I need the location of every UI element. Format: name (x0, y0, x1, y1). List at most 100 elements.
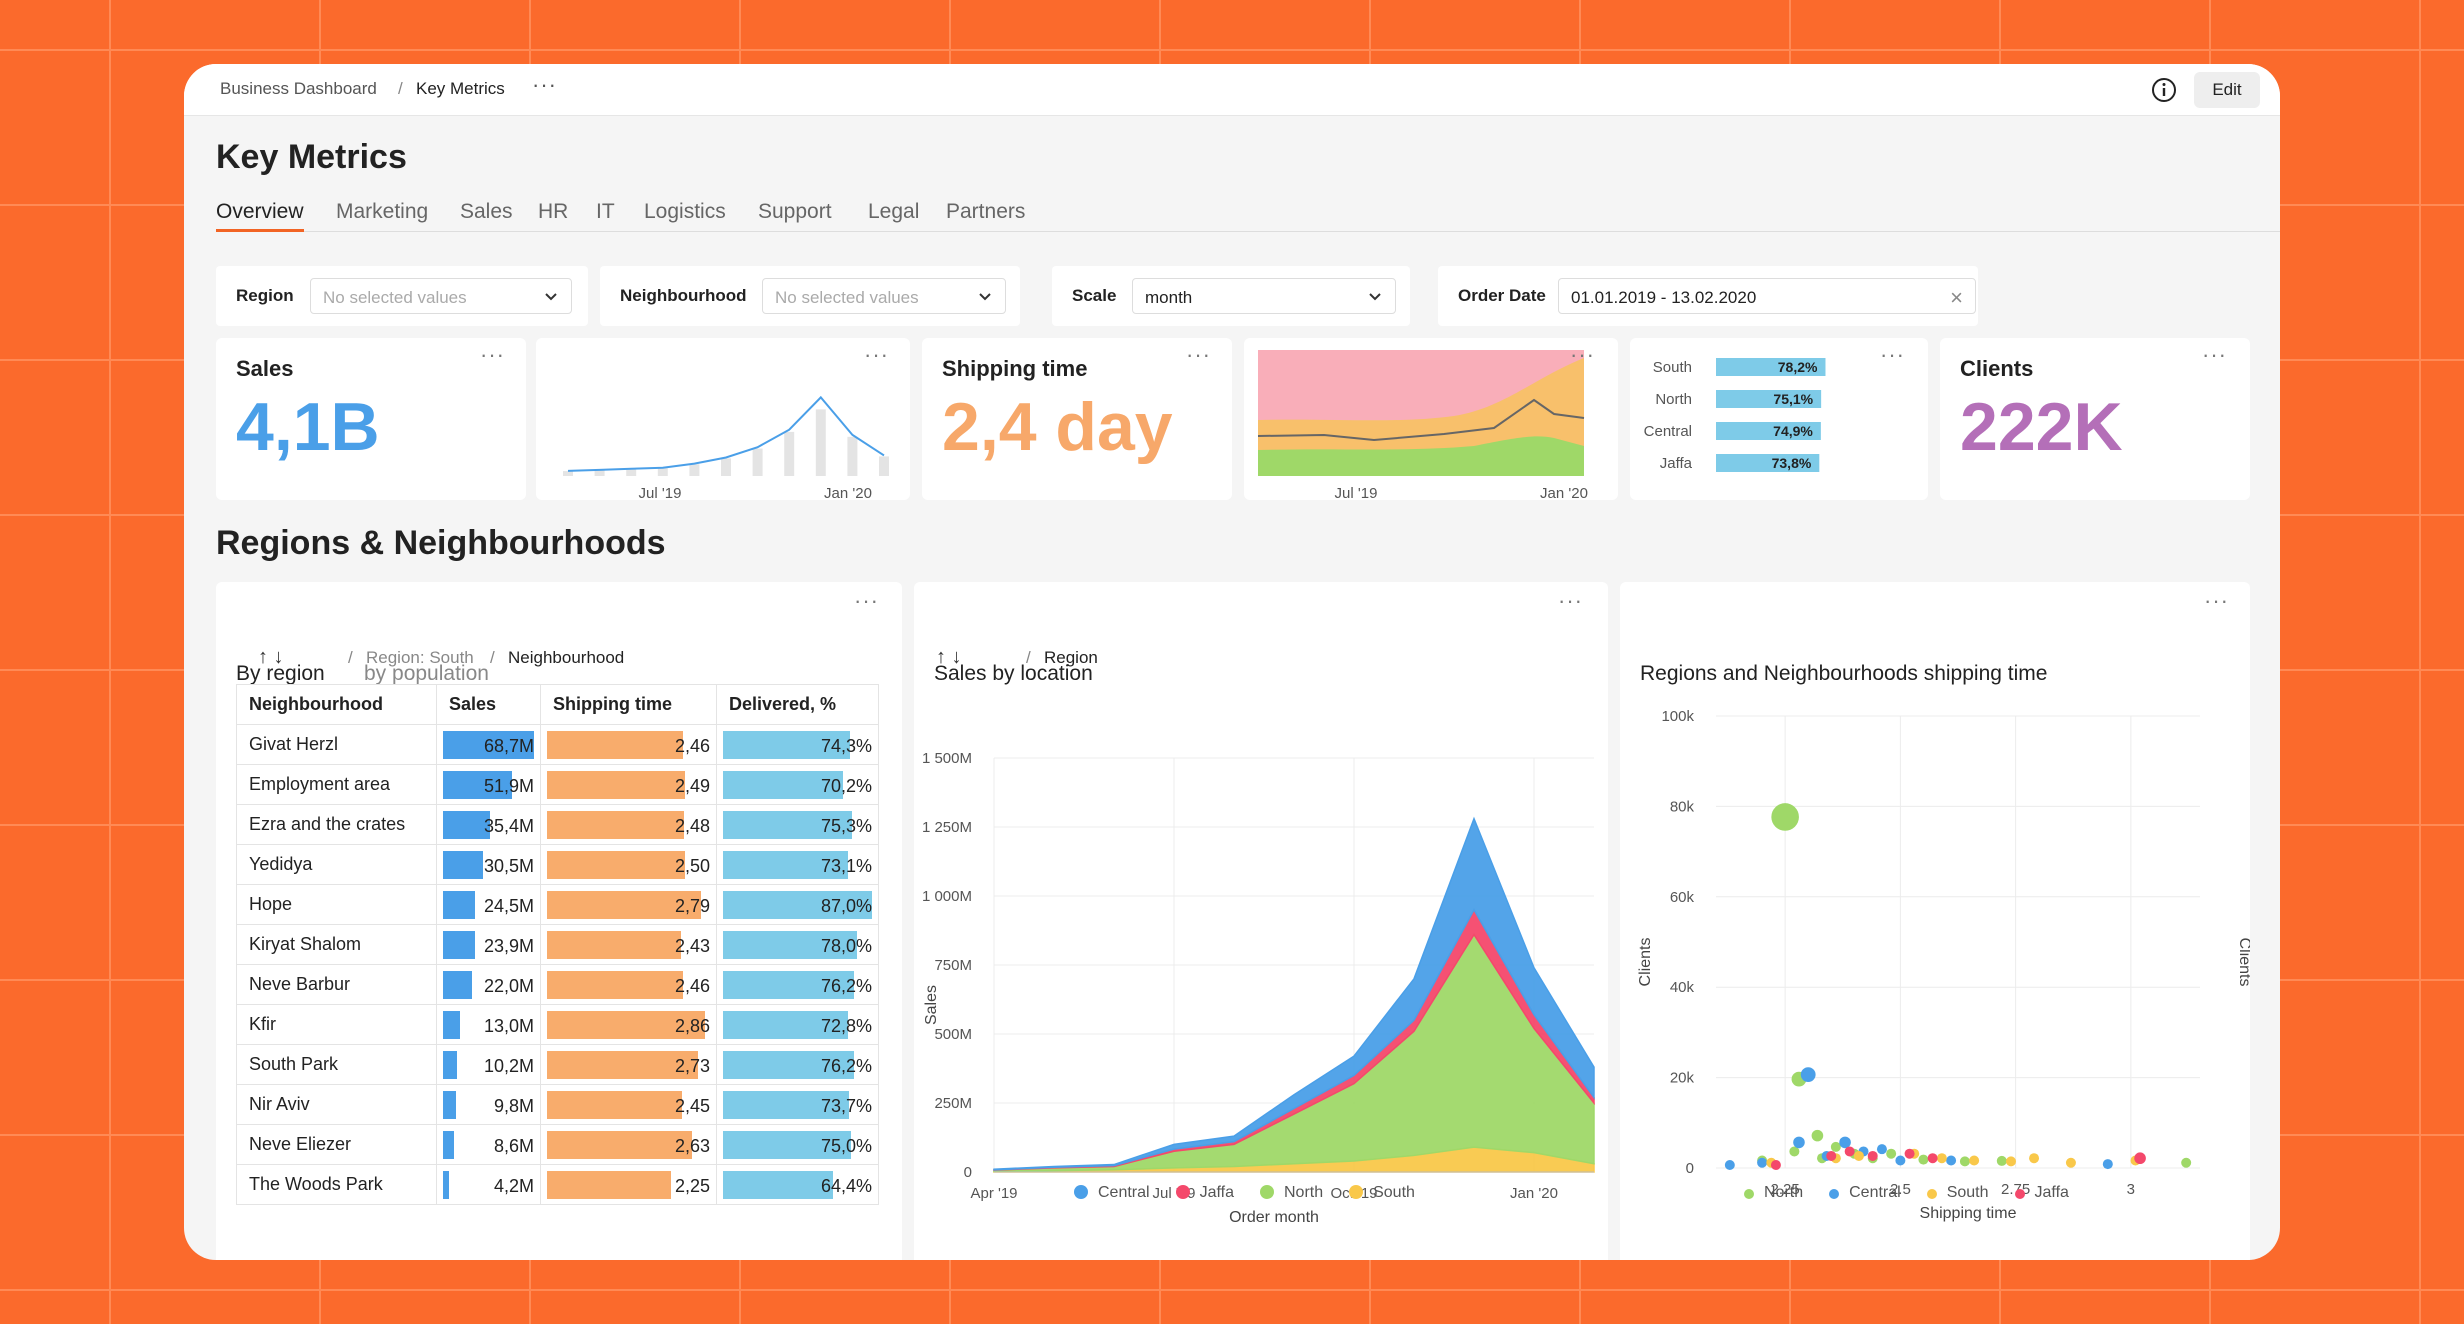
table-row[interactable]: Ezra and the crates 35,4M 2,48 75,3% (236, 804, 879, 845)
table-row[interactable]: Hope 24,5M 2,79 87,0% (236, 884, 879, 925)
legend-label: South (1373, 1184, 1415, 1201)
table-row[interactable]: Neve Eliezer 8,6M 2,63 75,0% (236, 1124, 879, 1165)
legend-item[interactable]: Central (1074, 1184, 1150, 1202)
sales-cell-fill (443, 971, 473, 999)
table-row[interactable]: South Park 10,2M 2,73 76,2% (236, 1044, 879, 1085)
shipping-cell-bar: 2,79 (547, 891, 710, 919)
sales-cell-bar: 68,7M (443, 731, 534, 759)
scatter-point-south (2006, 1156, 2017, 1167)
sales-cell-bar: 22,0M (443, 971, 534, 999)
tab-by-population[interactable]: by population (364, 662, 489, 685)
drill-path-region: Region (1044, 648, 1098, 667)
legend-item[interactable]: Central (1829, 1184, 1901, 1202)
delivered-cell-fill (723, 931, 857, 959)
drill-path-region[interactable]: Region: South (366, 648, 474, 667)
more-options-icon[interactable]: ··· (2204, 588, 2229, 613)
more-options-icon[interactable]: ··· (864, 342, 889, 367)
mini-bar-value: 78,2% (1778, 359, 1818, 375)
sales-cell-bar: 9,8M (443, 1091, 534, 1119)
tab-legal[interactable]: Legal (868, 200, 920, 223)
delivered-cell: 73,7% (716, 1084, 879, 1125)
tab-partners[interactable]: Partners (946, 200, 1026, 223)
clear-icon[interactable]: × (1950, 285, 1963, 310)
table-row[interactable]: Kiryat Shalom 23,9M 2,43 78,0% (236, 924, 879, 965)
shipping-cell-bar: 2,46 (547, 971, 710, 999)
table-row[interactable]: Kfir 13,0M 2,86 72,8% (236, 1004, 879, 1045)
scatter-chart-legend: North Central South Jaffa (1744, 1184, 2095, 1202)
shipping-cell: 2,73 (540, 1044, 717, 1085)
tab-logistics[interactable]: Logistics (644, 200, 726, 223)
sales-cell-fill (443, 851, 484, 879)
legend-item[interactable]: North (1744, 1184, 1803, 1202)
sales-cell-value: 35,4M (483, 816, 534, 836)
table-row[interactable]: Yedidya 30,5M 2,50 73,1% (236, 844, 879, 885)
neighbourhood-select[interactable]: No selected values (762, 278, 1006, 314)
neighbourhood-name: Nir Aviv (236, 1084, 437, 1125)
drill-path-separator: / (490, 648, 495, 667)
sales-cell: 51,9M (436, 764, 541, 805)
neighbourhood-name: Employment area (236, 764, 437, 805)
column-header-neighbourhood[interactable]: Neighbourhood (236, 684, 437, 725)
more-options-icon[interactable]: ··· (480, 342, 505, 367)
column-header-shipping-time[interactable]: Shipping time (540, 684, 717, 725)
tab-marketing[interactable]: Marketing (336, 200, 429, 223)
scatter-point-central (1793, 1136, 1805, 1149)
legend-dot-icon (1349, 1185, 1364, 1199)
table-row[interactable]: Employment area 51,9M 2,49 70,2% (236, 764, 879, 805)
tab-support[interactable]: Support (758, 200, 832, 223)
tab-overview[interactable]: Overview (216, 200, 304, 232)
shipping-cell-value: 2,50 (674, 856, 710, 876)
sales-cell: 10,2M (436, 1044, 541, 1085)
delivered-cell-value: 75,0% (820, 1136, 872, 1156)
table-row[interactable]: Neve Barbur 22,0M 2,46 76,2% (236, 964, 879, 1005)
sales-cell-bar: 4,2M (443, 1171, 534, 1199)
more-options-icon[interactable]: ··· (1570, 342, 1595, 367)
shipping-cell: 2,86 (540, 1004, 717, 1045)
tab-sales[interactable]: Sales (460, 200, 513, 223)
area-series-central (993, 816, 1595, 1171)
scale-select-value: month (1145, 288, 1193, 307)
neighbourhood-name: Neve Eliezer (236, 1124, 437, 1165)
sales-cell-value: 24,5M (483, 896, 534, 916)
column-header-delivered[interactable]: Delivered, % (716, 684, 879, 725)
delivered-cell: 76,2% (716, 1044, 879, 1085)
tab-hr[interactable]: HR (538, 200, 569, 223)
chevron-down-icon (545, 293, 557, 301)
table-row[interactable]: Givat Herzl 68,7M 2,46 74,3% (236, 724, 879, 765)
tab-by-region[interactable]: By region (236, 662, 325, 685)
scatter-point-central (1895, 1155, 1906, 1166)
legend-item[interactable]: Jaffa (2014, 1184, 2069, 1202)
sort-arrows-icon[interactable]: ↑ ↓ (936, 646, 962, 668)
sales-cell-fill (443, 731, 534, 759)
shipping-scatter-panel: ··· (1620, 582, 2250, 1260)
x-tick-label: 2.5 (1890, 1181, 1911, 1198)
column-header-sales[interactable]: Sales (436, 684, 541, 725)
scatter-point-jaffa (1826, 1150, 1837, 1161)
more-options-icon[interactable]: ··· (1186, 342, 1211, 367)
scatter-point-north (1811, 1129, 1824, 1142)
legend-item[interactable]: Jaffa (1175, 1184, 1234, 1202)
chevron-down-icon (1369, 293, 1381, 301)
sort-arrows-icon[interactable]: ↑ ↓ (258, 646, 284, 668)
table-row[interactable]: The Woods Park 4,2M 2,25 64,4% (236, 1164, 879, 1205)
sales-cell-bar: 24,5M (443, 891, 534, 919)
tab-it[interactable]: IT (596, 200, 615, 223)
drill-path-separator: / (348, 648, 353, 667)
more-options-icon[interactable]: ··· (1880, 342, 1905, 367)
scale-select[interactable]: month (1132, 278, 1396, 314)
legend-item[interactable]: North (1259, 1184, 1323, 1202)
info-icon[interactable] (2150, 76, 2178, 104)
more-options-icon[interactable]: ··· (1558, 588, 1583, 613)
region-select[interactable]: No selected values (310, 278, 572, 314)
more-options-icon[interactable]: ··· (2202, 342, 2227, 367)
legend-item[interactable]: South (1926, 1184, 1989, 1202)
sales-kpi-card: Sales 4,1B ··· (216, 338, 526, 500)
legend-item[interactable]: South (1349, 1184, 1415, 1202)
breadcrumb-parent[interactable]: Business Dashboard (220, 79, 377, 98)
order-date-input[interactable]: 01.01.2019 - 13.02.2020 × (1558, 278, 1976, 314)
edit-button[interactable]: Edit (2194, 72, 2260, 108)
table-row[interactable]: Nir Aviv 9,8M 2,45 73,7% (236, 1084, 879, 1125)
more-options-icon[interactable]: ··· (532, 72, 557, 97)
more-options-icon[interactable]: ··· (854, 588, 879, 613)
sales-sparkline-chart: Jul '19 Jan '20 (563, 395, 889, 500)
